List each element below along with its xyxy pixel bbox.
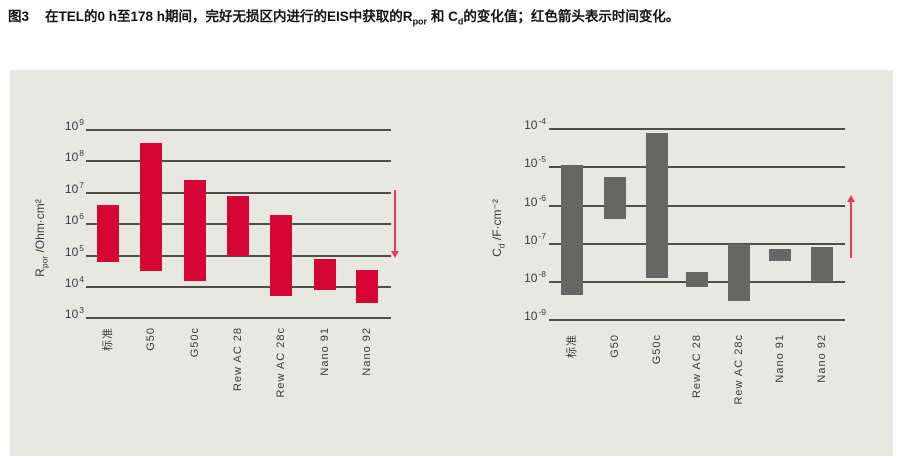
figure-caption: 图3 在TEL的0 h至178 h期间，完好无损区内进行的EIS中获取的Rpor …: [8, 8, 888, 28]
caption-sub-por: por: [412, 16, 428, 27]
figure-number: 图3: [8, 9, 30, 24]
caption-text-2: 和 C: [427, 9, 458, 24]
caption-text-1: 在TEL的0 h至178 h期间，完好无损区内进行的EIS中获取的R: [45, 9, 413, 24]
caption-text-3: 的变化值；红色箭头表示时间变化。: [463, 9, 680, 24]
charts-panel: [10, 70, 893, 456]
caption-sub-d: d: [457, 16, 464, 27]
